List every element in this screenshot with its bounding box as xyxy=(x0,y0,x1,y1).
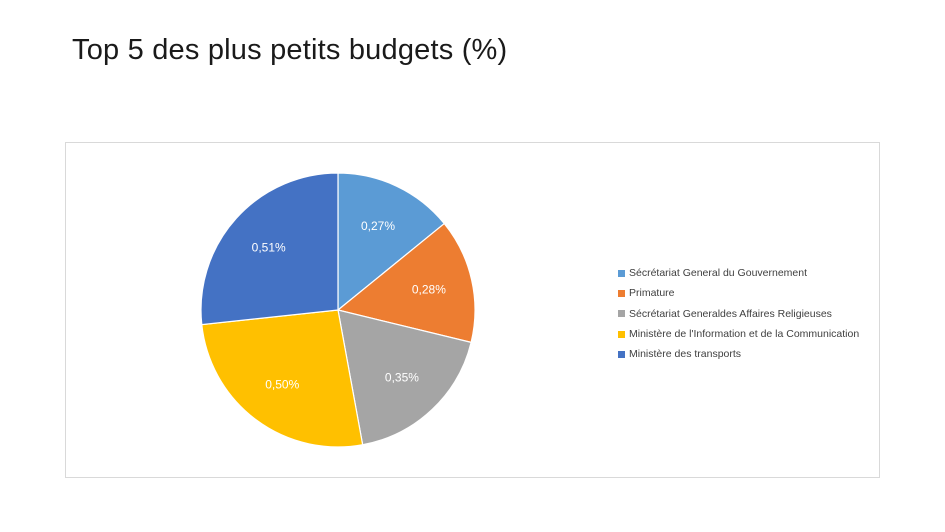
data-label-primature: 0,28% xyxy=(412,282,446,296)
data-label-transports: 0,51% xyxy=(252,241,286,255)
legend-swatch xyxy=(618,269,625,277)
pie-chart: 0,27% 0,28% 0,35% 0,50% 0,51% xyxy=(200,172,476,448)
legend-swatch xyxy=(618,350,625,358)
chart-legend: Sécrétariat General du Gouvernement Prima… xyxy=(618,263,859,364)
pie-slice-sgg xyxy=(337,172,446,312)
pie-slice-sgar xyxy=(337,309,472,446)
legend-item-sgar: Sécrétariat Generaldes Affaires Religieu… xyxy=(618,304,859,324)
legend-label: Sécrétariat General du Gouvernement xyxy=(629,267,808,280)
legend-label: Ministère de l'Information et de la Comm… xyxy=(629,328,860,341)
legend-label: Primature xyxy=(629,287,675,300)
pie-slice-transports xyxy=(200,172,339,326)
legend-label: Sécrétariat Generaldes Affaires Religieu… xyxy=(629,307,832,320)
legend-swatch xyxy=(618,289,625,297)
legend-item-sgg: Sécrétariat General du Gouvernement xyxy=(618,263,859,283)
data-label-sgg: 0,27% xyxy=(361,219,395,233)
chart-area: 0,27% 0,28% 0,35% 0,50% 0,51% Sécrétariat Ge… xyxy=(65,142,880,478)
legend-swatch xyxy=(618,330,625,338)
legend-item-transports: Ministère des transports xyxy=(618,344,859,364)
legend-item-mic: Ministère de l'Information et de la Comm… xyxy=(618,324,859,344)
legend-swatch xyxy=(618,310,625,318)
data-label-sgar: 0,35% xyxy=(385,371,419,385)
pie-slice-primature xyxy=(336,222,476,344)
legend-item-primature: Primature xyxy=(618,283,859,303)
pie-slice-mic xyxy=(201,309,364,448)
slide-title: Top 5 des plus petits budgets (%) xyxy=(72,34,508,66)
data-label-mic: 0,50% xyxy=(265,378,299,392)
legend-label: Ministère des transports xyxy=(629,348,742,361)
